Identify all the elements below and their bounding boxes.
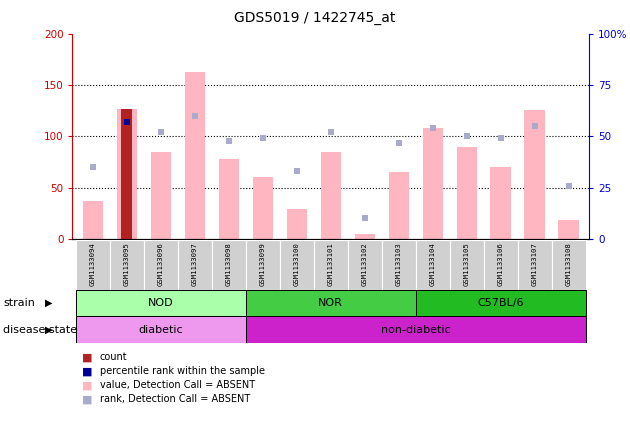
Bar <box>287 209 307 239</box>
Text: GSM1133104: GSM1133104 <box>430 242 436 286</box>
Text: NOD: NOD <box>148 298 174 308</box>
Bar <box>558 220 579 239</box>
Bar <box>491 167 511 239</box>
Bar <box>321 152 341 239</box>
Point <box>122 119 132 126</box>
Point <box>564 182 574 189</box>
Text: percentile rank within the sample: percentile rank within the sample <box>100 366 265 376</box>
Point <box>428 125 438 132</box>
Bar <box>450 240 484 290</box>
Bar <box>416 290 586 316</box>
Text: diabetic: diabetic <box>139 324 183 335</box>
Bar <box>253 178 273 239</box>
Bar <box>178 240 212 290</box>
Text: GSM1133106: GSM1133106 <box>498 242 503 286</box>
Bar <box>457 147 477 239</box>
Bar <box>382 240 416 290</box>
Text: GSM1133097: GSM1133097 <box>192 242 198 286</box>
Bar <box>416 240 450 290</box>
Text: GSM1133100: GSM1133100 <box>294 242 300 286</box>
Text: GSM1133096: GSM1133096 <box>158 242 164 286</box>
Point <box>122 119 132 126</box>
Text: GSM1133105: GSM1133105 <box>464 242 470 286</box>
Bar <box>185 72 205 239</box>
Point <box>156 129 166 136</box>
Bar <box>552 240 586 290</box>
Text: ■: ■ <box>82 352 93 363</box>
Text: GSM1133102: GSM1133102 <box>362 242 368 286</box>
Bar <box>246 290 416 316</box>
Bar <box>151 152 171 239</box>
Point <box>360 215 370 222</box>
Point <box>258 135 268 142</box>
Text: count: count <box>100 352 127 363</box>
Text: ▶: ▶ <box>45 298 53 308</box>
Bar <box>484 240 518 290</box>
Bar <box>246 316 586 343</box>
Text: C57BL/6: C57BL/6 <box>478 298 524 308</box>
Bar <box>219 159 239 239</box>
Text: NOR: NOR <box>318 298 343 308</box>
Bar <box>76 316 246 343</box>
Point <box>224 137 234 144</box>
Bar <box>355 234 375 239</box>
Bar <box>389 172 409 239</box>
Point <box>394 139 404 146</box>
Text: strain: strain <box>3 298 35 308</box>
Text: GSM1133094: GSM1133094 <box>90 242 96 286</box>
Text: GSM1133095: GSM1133095 <box>124 242 130 286</box>
Bar <box>110 240 144 290</box>
Text: GSM1133098: GSM1133098 <box>226 242 232 286</box>
Text: ■: ■ <box>82 394 93 404</box>
Text: GSM1133107: GSM1133107 <box>532 242 537 286</box>
Text: GSM1133103: GSM1133103 <box>396 242 402 286</box>
Bar <box>121 109 132 239</box>
Text: disease state: disease state <box>3 324 77 335</box>
Bar <box>524 110 545 239</box>
Bar <box>144 240 178 290</box>
Bar <box>76 240 110 290</box>
Text: GDS5019 / 1422745_at: GDS5019 / 1422745_at <box>234 11 396 25</box>
Text: value, Detection Call = ABSENT: value, Detection Call = ABSENT <box>100 380 255 390</box>
Bar <box>76 290 246 316</box>
Bar <box>280 240 314 290</box>
Text: GSM1133108: GSM1133108 <box>566 242 571 286</box>
Bar <box>246 240 280 290</box>
Point <box>190 113 200 119</box>
Bar <box>212 240 246 290</box>
Text: GSM1133101: GSM1133101 <box>328 242 334 286</box>
Bar <box>423 128 443 239</box>
Point <box>292 168 302 175</box>
Point <box>496 135 506 142</box>
Text: ■: ■ <box>82 380 93 390</box>
Text: ▶: ▶ <box>45 324 53 335</box>
Text: rank, Detection Call = ABSENT: rank, Detection Call = ABSENT <box>100 394 249 404</box>
Bar <box>348 240 382 290</box>
Bar <box>314 240 348 290</box>
Point <box>326 129 336 136</box>
Point <box>462 133 472 140</box>
Bar <box>518 240 552 290</box>
Point <box>530 123 540 129</box>
Text: ■: ■ <box>82 366 93 376</box>
Text: non-diabetic: non-diabetic <box>381 324 450 335</box>
Bar <box>117 109 137 239</box>
Text: GSM1133099: GSM1133099 <box>260 242 266 286</box>
Bar <box>83 201 103 239</box>
Point <box>88 164 98 170</box>
